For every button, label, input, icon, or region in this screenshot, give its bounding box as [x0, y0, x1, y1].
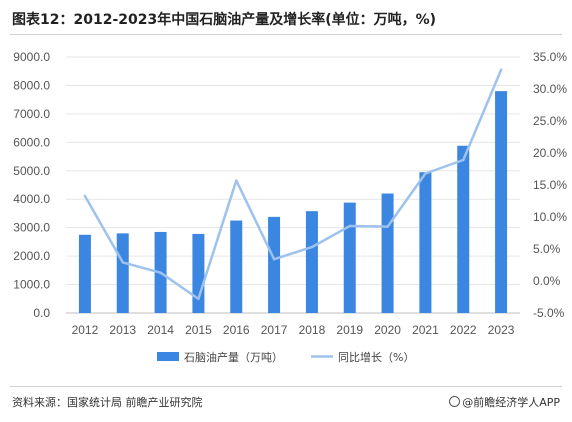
right-tick-label: 35.0%: [533, 50, 567, 64]
left-tick-label: 5000.0: [13, 164, 50, 178]
bar: [495, 91, 508, 313]
bar-series: [78, 91, 508, 313]
right-axis-ticks: -5.0% 0.0% 5.0% 10.0% 15.0% 20.0% 25.0% 30.0% 35…: [533, 50, 567, 320]
bar: [419, 172, 432, 313]
line-point: [499, 68, 503, 72]
legend-label-bar: 石脑油产量（万吨）: [184, 350, 283, 364]
x-tick-label: 2020: [374, 323, 401, 337]
footer-divider: [10, 386, 562, 387]
left-tick-label: 7000.0: [13, 107, 50, 121]
brand-label: @前瞻经济学人APP: [462, 396, 560, 409]
title-divider: [10, 34, 562, 35]
bar: [305, 211, 318, 313]
left-tick-label: 0.0: [33, 306, 50, 320]
right-tick-label: 20.0%: [533, 146, 567, 160]
x-tick-label: 2015: [185, 323, 212, 337]
left-tick-label: 8000.0: [13, 78, 50, 92]
line-point: [348, 224, 351, 228]
right-tick-label: 30.0%: [533, 82, 567, 96]
line-point: [462, 158, 465, 162]
left-tick-label: 6000.0: [13, 135, 50, 149]
bar: [381, 193, 394, 313]
left-tick-label: 3000.0: [13, 221, 50, 235]
line-point: [386, 225, 389, 228]
line-point: [235, 179, 238, 182]
bar: [343, 202, 356, 313]
line-point: [159, 271, 162, 274]
left-tick-label: 2000.0: [13, 249, 50, 263]
brand-credit: @前瞻经济学人APP: [449, 394, 560, 410]
line-point: [424, 172, 427, 175]
right-tick-label: 25.0%: [533, 114, 567, 128]
line-point: [121, 261, 124, 264]
source-note: 资料来源：国家统计局 前瞻产业研究院: [12, 396, 203, 409]
x-tick-label: 2014: [147, 323, 174, 337]
right-tick-label: 5.0%: [533, 242, 561, 256]
left-tick-label: 9000.0: [13, 50, 50, 64]
growth-line: [83, 68, 503, 301]
chart-title: 图表12：2012-2023年中国石脑油产量及增长率(单位：万吨，%): [12, 12, 437, 28]
bar: [230, 220, 243, 313]
left-axis-ticks: 0.0 1000.0 2000.0 3000.0 4000.0 5000.0 6000.0 7…: [13, 50, 50, 320]
x-tick-label: 2017: [261, 323, 288, 337]
legend: 石脑油产量（万吨） 同比增长（%）: [157, 350, 414, 364]
x-tick-label: 2018: [299, 323, 326, 337]
right-tick-label: -5.0%: [533, 306, 565, 320]
x-tick-label: 2013: [109, 323, 136, 337]
bar: [116, 233, 129, 313]
x-axis-ticks: 2012 2013 2014 2015 2016 2017 2018 2019 2020 2021…: [72, 323, 515, 337]
x-tick-label: 2019: [336, 323, 363, 337]
line-series: [83, 68, 503, 301]
left-tick-label: 4000.0: [13, 192, 50, 206]
bar: [78, 234, 91, 313]
x-tick-label: 2022: [450, 323, 477, 337]
x-tick-label: 2023: [488, 323, 515, 337]
x-tick-label: 2021: [412, 323, 439, 337]
legend-swatch-bar: [157, 352, 179, 361]
x-tick-label: 2016: [223, 323, 250, 337]
bar: [192, 233, 205, 313]
x-tick-label: 2012: [72, 323, 99, 337]
right-tick-label: 0.0%: [533, 274, 561, 288]
left-tick-label: 1000.0: [13, 278, 50, 292]
brand-icon: [449, 396, 461, 407]
line-point: [197, 297, 200, 301]
right-tick-label: 10.0%: [533, 210, 567, 224]
legend-label-line: 同比增长（%）: [338, 350, 414, 364]
line-point: [272, 258, 276, 261]
right-tick-label: 15.0%: [533, 178, 567, 192]
line-point: [83, 194, 87, 198]
bar: [268, 216, 281, 313]
line-point: [310, 245, 314, 249]
gridlines: [66, 56, 520, 314]
bar: [457, 145, 470, 313]
